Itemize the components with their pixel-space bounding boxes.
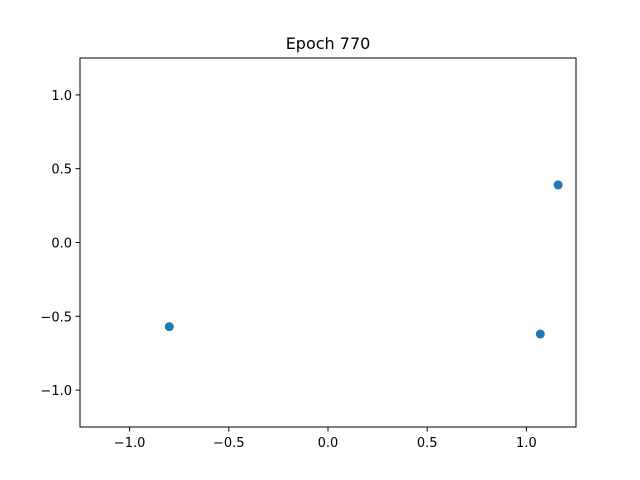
- x-tick-label: 1.0: [516, 436, 537, 451]
- y-tick-label: 0.5: [51, 163, 72, 178]
- x-tick-label: 0.0: [318, 436, 339, 451]
- y-tick-label: 1.0: [51, 89, 72, 104]
- plot-area-frame: [79, 57, 577, 428]
- x-tick-label: −1.0: [114, 436, 146, 451]
- data-points-group: [164, 180, 563, 339]
- x-tick-label: 0.5: [417, 436, 438, 451]
- data-point: [553, 180, 563, 190]
- y-tick-label: 0.0: [51, 237, 72, 252]
- data-point: [535, 329, 545, 339]
- x-axis-ticks: −1.0 −0.5 0.0 0.5 1.0: [114, 427, 537, 451]
- chart-title: Epoch 770: [286, 34, 371, 53]
- y-axis-ticks: −1.0 −0.5 0.0 0.5 1.0: [40, 89, 80, 399]
- data-point: [164, 322, 174, 332]
- y-tick-label: −0.5: [40, 310, 72, 325]
- x-tick-label: −0.5: [213, 436, 245, 451]
- y-tick-label: −1.0: [40, 384, 72, 399]
